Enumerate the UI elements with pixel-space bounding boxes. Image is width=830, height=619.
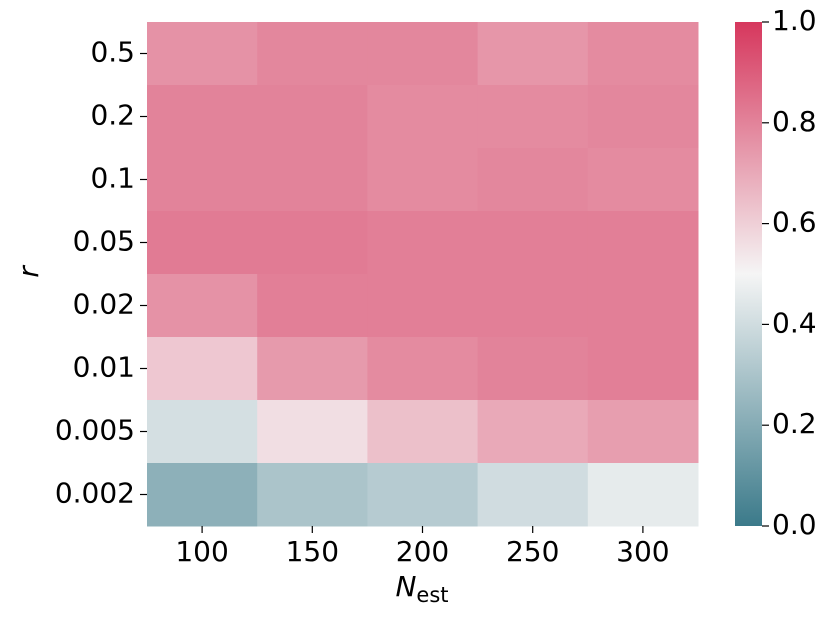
heatmap-cell [257, 274, 368, 338]
heatmap-cell [257, 400, 368, 464]
y-tick-label: 0.5 [90, 36, 135, 69]
heatmap-cell [367, 22, 479, 86]
heatmap-cell [587, 22, 699, 86]
heatmap-cell [477, 85, 589, 149]
heatmap-cell [367, 337, 479, 401]
y-tick-label: 0.02 [73, 288, 135, 321]
heatmap-cell [147, 22, 258, 86]
x-tick-label: 250 [506, 535, 559, 568]
y-tick-label: 0.2 [90, 99, 135, 132]
colorbar-tick-label: 0.4 [772, 306, 817, 339]
heatmap-cell [367, 85, 479, 149]
heatmap-cell [147, 85, 258, 149]
colorbar-tick-label: 0.2 [772, 407, 817, 440]
y-tick-label: 0.002 [55, 477, 135, 510]
x-tick-label: 200 [396, 535, 449, 568]
heatmap-cell [257, 22, 368, 86]
heatmap-cell [477, 337, 589, 401]
y-axis-label: r [12, 265, 45, 278]
heatmap-cell [477, 400, 589, 464]
heatmap-cell [477, 274, 589, 338]
colorbar-tick-label: 0.6 [772, 206, 817, 239]
heatmap-cell [587, 400, 699, 464]
heatmap-cell [587, 85, 699, 149]
y-tick-label: 0.01 [73, 351, 135, 384]
heatmap-cell [367, 400, 479, 464]
x-axis-label-main: N [395, 570, 416, 603]
heatmap-cell [477, 211, 589, 275]
heatmap-cell [257, 211, 368, 275]
heatmap-cell [587, 211, 699, 275]
heatmap-cell [587, 337, 699, 401]
heatmap-cell [147, 400, 258, 464]
heatmap-cell [257, 148, 368, 212]
x-axis-label: Nest [395, 570, 448, 607]
heatmap-cell [367, 463, 479, 527]
heatmap-cell [367, 211, 479, 275]
x-tick-label: 150 [286, 535, 339, 568]
colorbar [735, 22, 762, 526]
heatmap-cell [587, 463, 699, 527]
heatmap-cell [367, 148, 479, 212]
heatmap-cell [587, 148, 699, 212]
y-tick-label: 0.1 [90, 162, 135, 195]
heatmap-cell [147, 274, 258, 338]
x-tick-label: 300 [616, 535, 669, 568]
y-tick-label: 0.05 [73, 225, 135, 258]
colorbar-tick-label: 0.0 [772, 508, 817, 541]
heatmap-cell [477, 148, 589, 212]
heatmap-cell [147, 148, 258, 212]
heatmap-cell [477, 463, 589, 527]
heatmap-cell [147, 463, 258, 527]
heatmap-cell [367, 274, 479, 338]
heatmap-cell [257, 463, 368, 527]
colorbar-tick-label: 1.0 [772, 4, 817, 37]
y-tick-label: 0.005 [55, 414, 135, 447]
heatmap-cell [587, 274, 699, 338]
heatmap-cell [147, 211, 258, 275]
heatmap-cell [257, 85, 368, 149]
heatmap-cell [477, 22, 589, 86]
x-axis-label-subscript: est [416, 583, 448, 607]
heatmap-cell [257, 337, 368, 401]
x-tick-label: 100 [175, 535, 228, 568]
heatmap-cell [147, 337, 258, 401]
colorbar-tick-label: 0.8 [772, 105, 817, 138]
